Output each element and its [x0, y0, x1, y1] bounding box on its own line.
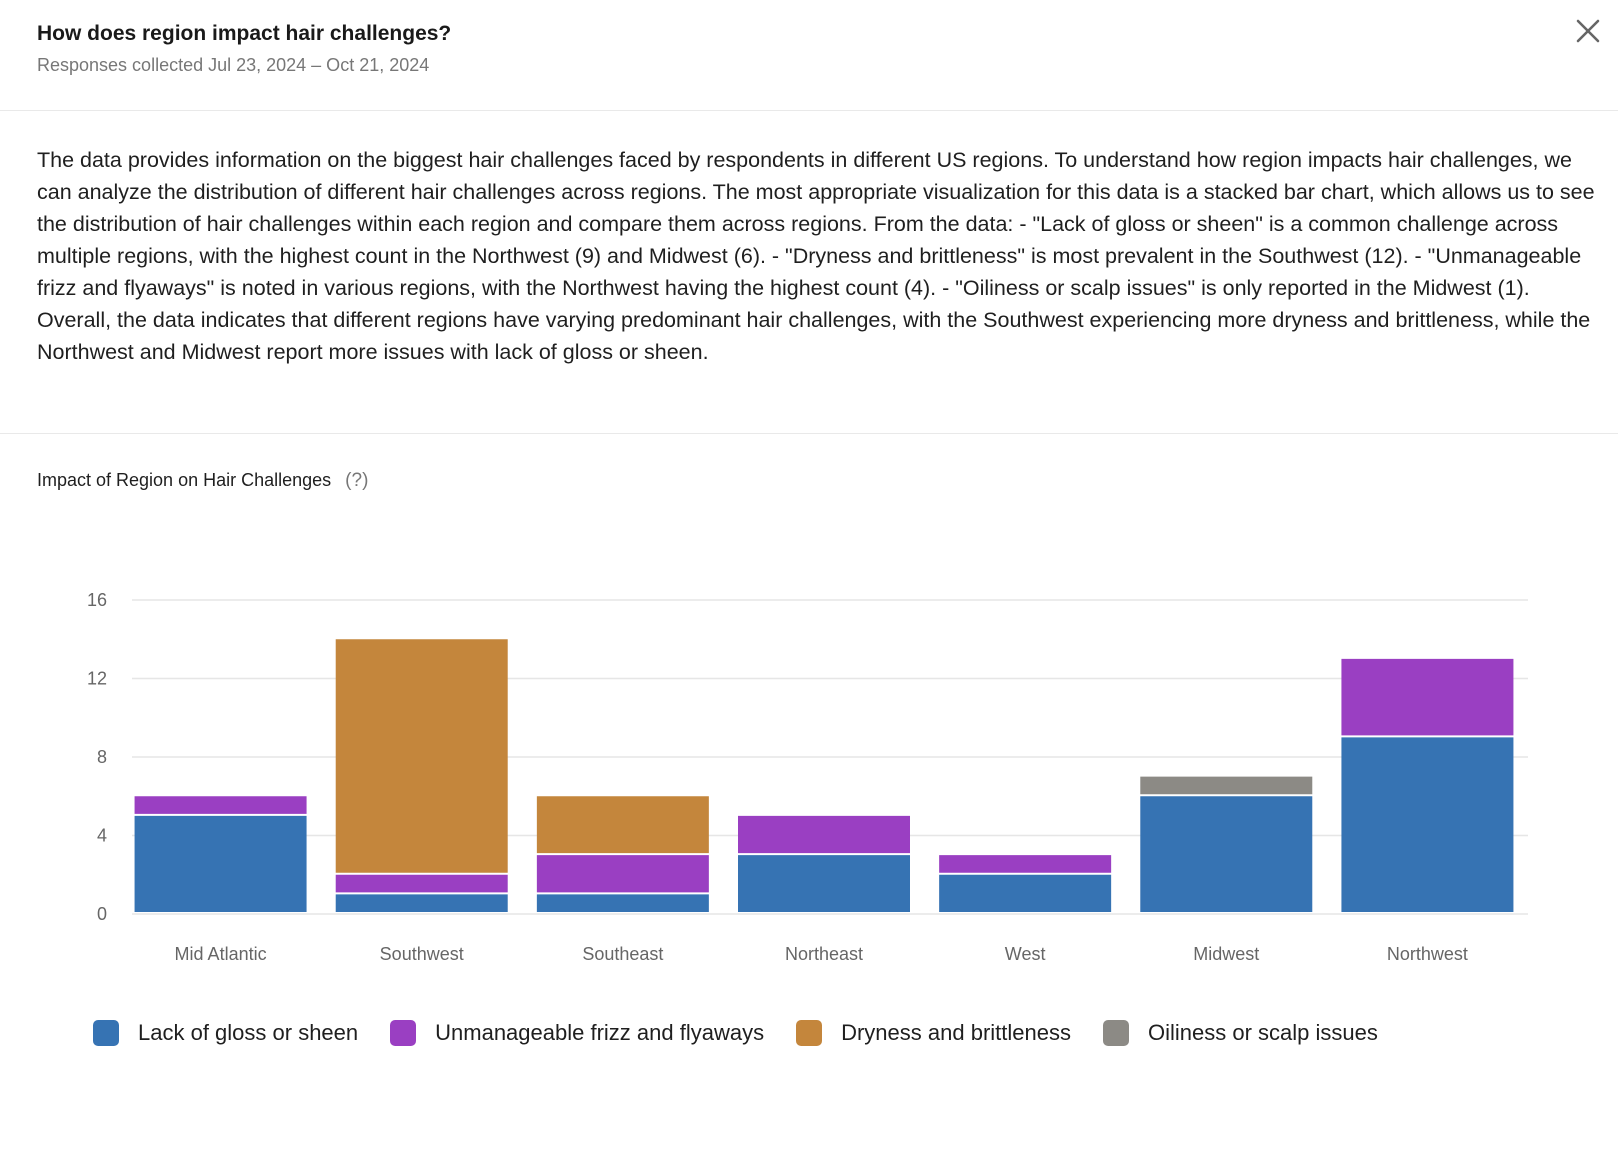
y-tick-label: 4 [97, 826, 107, 846]
x-tick-label: West [1005, 944, 1046, 964]
legend-item[interactable]: Lack of gloss or sheen [93, 1020, 358, 1046]
legend-swatch [93, 1020, 119, 1046]
legend-item[interactable]: Unmanageable frizz and flyaways [390, 1020, 764, 1046]
summary-text: The data provides information on the big… [37, 148, 1595, 364]
y-tick-label: 12 [87, 669, 107, 689]
chart-title: Impact of Region on Hair Challenges [37, 470, 332, 490]
bar-segment[interactable] [335, 639, 508, 873]
legend-label: Lack of gloss or sheen [138, 1020, 359, 1045]
bar-segment[interactable] [536, 894, 709, 912]
y-tick-label: 16 [87, 590, 107, 610]
legend-item[interactable]: Oiliness or scalp issues [1102, 1020, 1378, 1046]
bar-segment[interactable] [536, 796, 709, 854]
bar-segment[interactable] [939, 874, 1112, 912]
bar-segment[interactable] [335, 894, 508, 912]
bar-segment[interactable] [1341, 658, 1514, 736]
legend-item[interactable]: Dryness and brittleness [796, 1020, 1071, 1046]
x-tick-label: Mid Atlantic [175, 944, 267, 964]
close-button[interactable] [1571, 14, 1605, 48]
bar-segment[interactable] [1140, 796, 1313, 912]
date-range-subtitle: Responses collected Jul 23, 2024 – Oct 2… [37, 55, 430, 75]
x-tick-label: Northwest [1387, 944, 1468, 964]
help-icon[interactable]: (?) [345, 470, 369, 491]
chart-header: Impact of Region on Hair Challenges (?) [37, 470, 368, 492]
bar-segment[interactable] [335, 874, 508, 893]
dialog-title: How does region impact hair challenges? [37, 22, 452, 45]
bar-segment[interactable] [1341, 737, 1514, 912]
x-tick-label: Southwest [380, 944, 464, 964]
bar-segment[interactable] [536, 855, 709, 893]
legend-label: Dryness and brittleness [841, 1020, 1071, 1045]
bar-segment[interactable] [134, 815, 307, 912]
y-tick-label: 8 [97, 747, 107, 767]
legend-swatch [390, 1020, 417, 1046]
bar-segment[interactable] [738, 855, 910, 912]
stacked-bar-chart: 0 4 8 12 16 Mid Atlantic Southwest Southeast Nor… [87, 590, 1528, 964]
chart-legend: Lack of gloss or sheen Unmanageable frizz… [93, 1020, 1410, 1046]
y-tick-label: 0 [97, 904, 107, 924]
x-tick-label: Southeast [582, 944, 663, 964]
dialog-header: How does region impact hair challenges? … [0, 0, 1618, 111]
legend-label: Unmanageable frizz and flyaways [435, 1020, 765, 1045]
x-tick-label: Northeast [785, 944, 863, 964]
close-icon [1576, 19, 1600, 43]
bar-segment[interactable] [134, 796, 307, 814]
legend-swatch [1102, 1020, 1129, 1046]
legend-label: Oiliness or scalp issues [1147, 1020, 1378, 1045]
summary-section: The data provides information on the big… [0, 111, 1618, 434]
x-tick-label: Midwest [1193, 944, 1259, 964]
bar-segment[interactable] [939, 855, 1112, 873]
legend-swatch [796, 1020, 823, 1046]
bar-segment[interactable] [738, 815, 910, 854]
bar-segment[interactable] [1140, 776, 1313, 795]
